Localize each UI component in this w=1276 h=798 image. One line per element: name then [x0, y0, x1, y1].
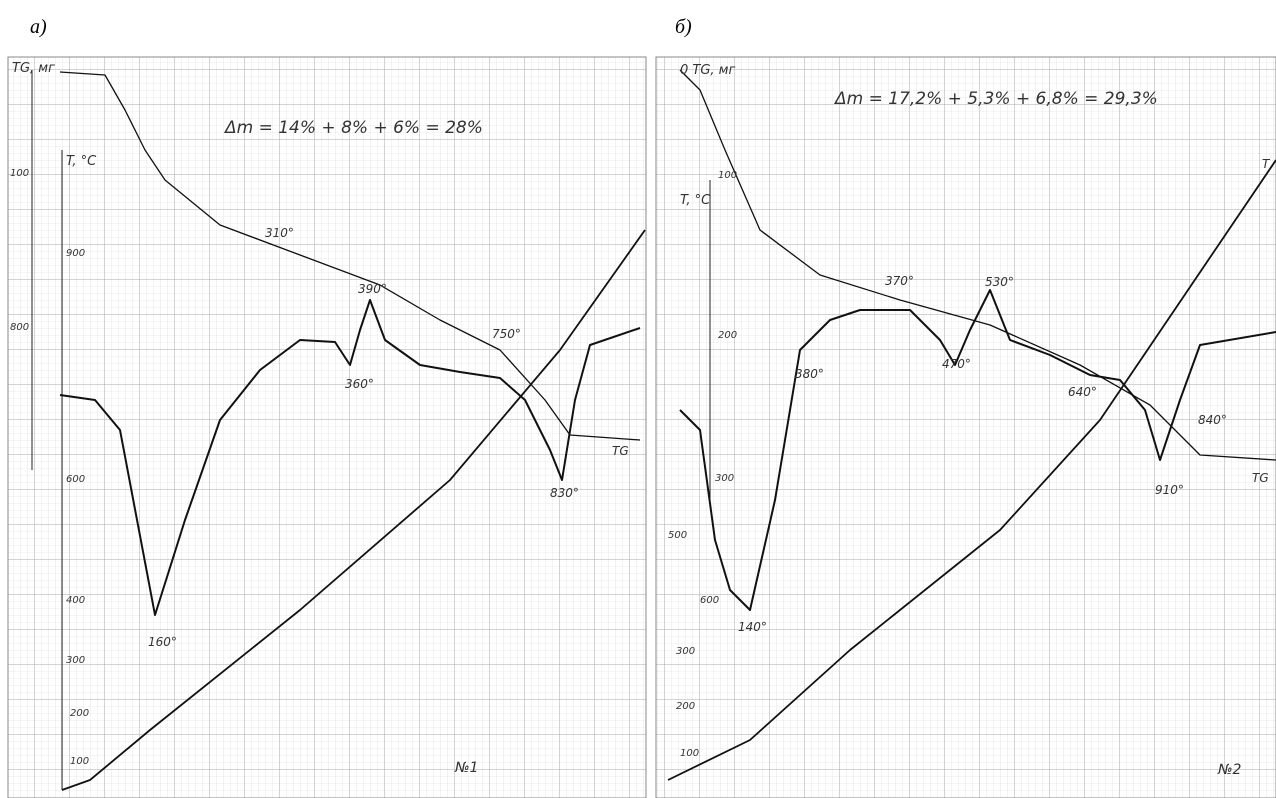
peak-label: 140°: [738, 620, 767, 634]
peak-label: 530°: [985, 275, 1014, 289]
graph-paper: [655, 56, 1276, 798]
scale-label: 200: [676, 701, 695, 712]
mass-change-formula: Δm = 17,2% + 5,3% + 6,8% = 29,3%: [833, 89, 1158, 109]
panel-label: б): [675, 16, 692, 38]
scale-label: 300: [676, 646, 695, 657]
t-axis-title: T, °C: [680, 193, 711, 208]
scale-label: 600: [66, 474, 85, 485]
curve-label: TG: [1252, 471, 1269, 485]
peak-label: 830°: [550, 486, 579, 500]
t-axis-title: T, °C: [66, 154, 97, 169]
temperature-curve: [667, 159, 1276, 781]
peak-label: 910°: [1155, 483, 1184, 497]
peak-label: 390°: [358, 282, 387, 296]
scale-label: 200: [70, 708, 89, 719]
peak-label: 370°: [885, 274, 914, 288]
dta-curve: [59, 299, 641, 616]
scale-label: 600: [700, 595, 719, 606]
tg-axis-title: TG, мг: [12, 61, 55, 76]
panel-label: а): [30, 16, 47, 38]
peak-label: 750°: [492, 327, 521, 341]
peak-label: 840°: [1198, 413, 1227, 427]
curve-label: T: [1262, 157, 1271, 171]
scale-label: 200: [718, 330, 737, 341]
scale-label: 100: [10, 168, 29, 179]
tg-curve: [679, 69, 1276, 461]
peak-label: 360°: [345, 377, 374, 391]
scale-label: 100: [718, 170, 737, 181]
scale-label: 400: [66, 595, 85, 606]
peak-label: 470°: [942, 357, 971, 371]
mass-change-formula: Δm = 14% + 8% + 6% = 28%: [223, 118, 483, 138]
tg-axis-title: 0 TG, мг: [680, 63, 735, 78]
tg-curve: [59, 71, 641, 441]
scale-label: 900: [66, 248, 85, 259]
temperature-curve: [61, 229, 646, 791]
scale-label: 500: [668, 530, 687, 541]
peak-label: 640°: [1068, 385, 1097, 399]
peak-label: 310°: [265, 226, 294, 240]
scale-label: 800: [10, 322, 29, 333]
scale-label: 100: [70, 756, 89, 767]
scale-label: 300: [66, 655, 85, 666]
sample-number: №1: [454, 760, 478, 776]
scale-label: 100: [680, 748, 699, 759]
sample-number: №2: [1217, 762, 1242, 778]
dta-curve: [679, 289, 1276, 611]
graph-paper: [7, 56, 647, 798]
peak-label: 160°: [148, 635, 177, 649]
curve-label: TG: [612, 444, 629, 458]
scale-label: 300: [715, 473, 734, 484]
peak-label: 380°: [795, 367, 824, 381]
